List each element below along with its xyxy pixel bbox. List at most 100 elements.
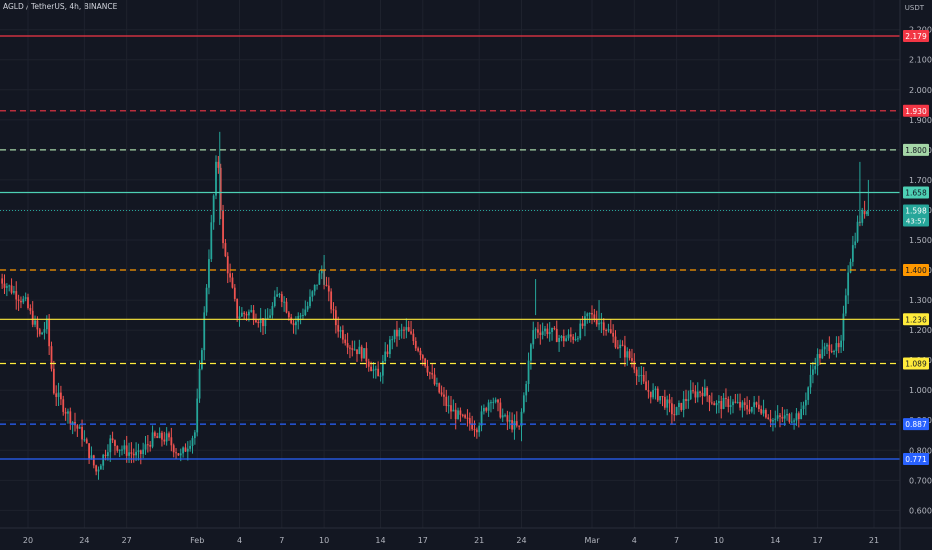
time-tick-label: 14 bbox=[375, 536, 385, 545]
candle bbox=[851, 235, 854, 267]
candle bbox=[577, 336, 579, 342]
candle bbox=[236, 298, 239, 322]
candle bbox=[158, 427, 161, 439]
candle bbox=[457, 407, 459, 420]
candle bbox=[132, 448, 135, 463]
candle bbox=[866, 211, 868, 217]
candle bbox=[551, 327, 553, 341]
time-tick-label: 17 bbox=[813, 536, 823, 545]
candle bbox=[525, 380, 528, 403]
candle bbox=[74, 412, 76, 432]
candle bbox=[743, 398, 746, 411]
candle bbox=[186, 441, 189, 461]
price-tag-bg bbox=[903, 264, 929, 277]
candle bbox=[779, 412, 781, 428]
candle bbox=[464, 413, 466, 419]
candle bbox=[269, 308, 271, 319]
candle bbox=[24, 292, 27, 302]
candle bbox=[313, 284, 316, 296]
candle bbox=[494, 397, 497, 404]
candle bbox=[790, 412, 793, 424]
candle bbox=[539, 324, 542, 345]
candle bbox=[647, 380, 650, 399]
candle bbox=[412, 329, 415, 345]
price-tick-label: 1.300 bbox=[909, 296, 932, 305]
time-axis[interactable]: 20 24 27 Feb 4 7 10 14 17 21 24 Mar 4 7 10 14 17 21 bbox=[0, 527, 932, 545]
candle bbox=[41, 331, 43, 335]
candle bbox=[332, 302, 335, 320]
candle bbox=[17, 294, 20, 311]
candle bbox=[20, 296, 22, 309]
candle bbox=[703, 379, 706, 397]
candle bbox=[555, 320, 558, 343]
candle bbox=[802, 401, 805, 416]
price-tag-bg bbox=[903, 313, 929, 326]
candle bbox=[671, 397, 673, 425]
candle bbox=[229, 263, 231, 283]
time-tick-label: 10 bbox=[714, 536, 724, 545]
candle bbox=[146, 434, 149, 453]
candle bbox=[125, 435, 128, 463]
candle bbox=[342, 325, 344, 344]
candle bbox=[710, 392, 713, 405]
candle bbox=[349, 345, 351, 359]
candle bbox=[64, 407, 67, 421]
candle bbox=[534, 327, 537, 339]
candle bbox=[135, 442, 137, 462]
candle bbox=[139, 449, 142, 465]
candle bbox=[746, 396, 748, 415]
candle bbox=[271, 302, 274, 319]
candle bbox=[755, 401, 758, 408]
candle bbox=[182, 446, 184, 458]
candle bbox=[193, 429, 196, 445]
candle bbox=[579, 318, 582, 341]
candle bbox=[565, 335, 568, 342]
candle bbox=[823, 342, 826, 357]
candle bbox=[38, 327, 41, 337]
candle bbox=[713, 401, 716, 406]
candle bbox=[734, 393, 737, 404]
price-tags: 2.179 1.930 1.800 1.658 1.400 1.236 1.089 0.887… bbox=[903, 30, 929, 465]
candle bbox=[861, 207, 864, 226]
candle bbox=[548, 322, 551, 342]
candle bbox=[621, 340, 624, 347]
candle bbox=[151, 425, 154, 449]
candle bbox=[663, 389, 666, 410]
candle bbox=[800, 402, 803, 420]
candle bbox=[426, 359, 429, 376]
candle bbox=[499, 398, 502, 419]
candle bbox=[184, 443, 187, 452]
time-tick-label: 7 bbox=[279, 536, 284, 545]
candle bbox=[602, 318, 605, 336]
candle bbox=[419, 347, 422, 361]
candle bbox=[485, 406, 488, 413]
candle bbox=[215, 155, 217, 200]
candle bbox=[144, 436, 147, 455]
candle bbox=[819, 349, 821, 365]
candle bbox=[588, 312, 591, 323]
price-tag-label: 2.179 bbox=[905, 32, 927, 41]
candle bbox=[121, 445, 123, 456]
candle bbox=[506, 410, 509, 431]
candle bbox=[62, 395, 65, 416]
candle bbox=[626, 347, 629, 366]
candle bbox=[212, 194, 215, 230]
candle bbox=[642, 366, 645, 384]
candle bbox=[97, 466, 100, 480]
time-tick-label: 7 bbox=[674, 536, 679, 545]
candle bbox=[264, 309, 267, 335]
candle bbox=[854, 232, 857, 249]
candle bbox=[224, 239, 227, 258]
candle bbox=[504, 413, 506, 418]
candle bbox=[640, 366, 643, 385]
candle bbox=[10, 278, 13, 295]
candle bbox=[360, 344, 363, 362]
candle bbox=[816, 348, 819, 376]
candle bbox=[273, 290, 276, 308]
time-tick-label: Feb bbox=[190, 536, 204, 545]
candle bbox=[123, 439, 126, 454]
candle bbox=[562, 329, 565, 347]
price-tag-bg bbox=[903, 104, 929, 117]
candle bbox=[407, 320, 410, 332]
